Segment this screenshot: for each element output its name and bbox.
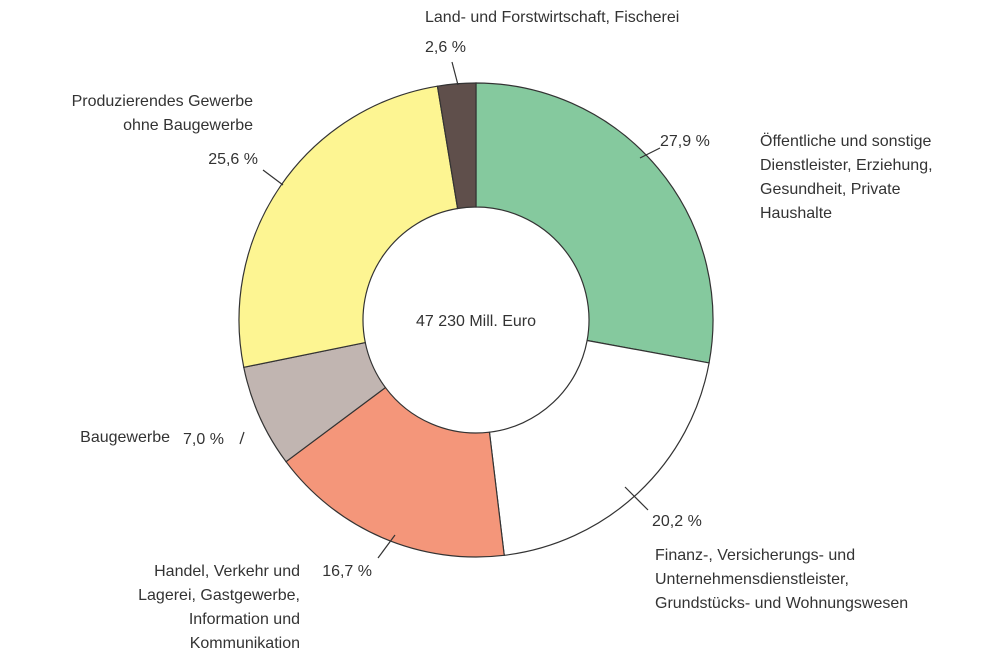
category-label: Handel, Verkehr und [154, 563, 300, 580]
value-label: 27,9 % [660, 133, 710, 150]
leader-line [377, 534, 396, 559]
donut-segment [475, 82, 714, 364]
leader-line [639, 147, 661, 159]
donut-segment [238, 85, 459, 369]
category-label: Information und [189, 611, 300, 628]
category-label: Grundstücks- und Wohnungswesen [655, 595, 908, 612]
leader-line [624, 486, 649, 511]
value-label: 20,2 % [652, 513, 702, 530]
center-label: 47 230 Mill. Euro [416, 313, 536, 330]
category-label: Dienstleister, Erziehung, [760, 157, 933, 174]
category-label: Kommunikation [190, 635, 300, 652]
category-label: Haushalte [760, 205, 832, 222]
value-label: 2,6 % [425, 39, 466, 56]
donut [238, 82, 714, 558]
category-label: Öffentliche und sonstige [760, 132, 931, 150]
value-label: 7,0 % [183, 431, 224, 448]
category-label: Baugewerbe [80, 429, 170, 446]
donut-segment [488, 339, 710, 556]
category-label: Lagerei, Gastgewerbe, [138, 587, 300, 604]
leader-line [451, 61, 459, 86]
category-label: Unternehmensdienstleister, [655, 571, 849, 588]
leader-line [239, 431, 245, 445]
category-label: ohne Baugewerbe [123, 117, 253, 134]
category-label: Finanz-, Versicherungs- und [655, 547, 855, 564]
donut-segment [436, 82, 477, 210]
category-label: Gesundheit, Private [760, 181, 901, 198]
value-label: 25,6 % [208, 151, 258, 168]
leader-line [262, 169, 284, 186]
donut-segment [285, 386, 505, 558]
value-label: 16,7 % [322, 563, 372, 580]
category-label: Produzierendes Gewerbe [72, 93, 254, 110]
category-label: Land- und Forstwirtschaft, Fischerei [425, 9, 679, 26]
